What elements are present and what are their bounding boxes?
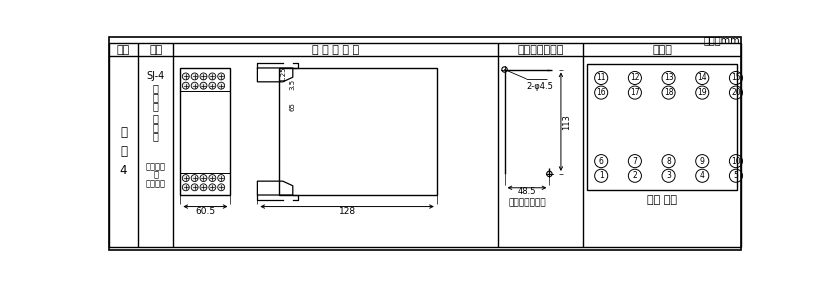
Text: 113: 113	[562, 114, 570, 130]
Text: 9: 9	[699, 157, 704, 166]
Text: 1: 1	[598, 171, 603, 180]
Bar	[181, 68, 230, 195]
Text: 5: 5	[733, 171, 738, 180]
Text: 凸: 凸	[152, 83, 158, 93]
Circle shape	[218, 184, 224, 191]
Circle shape	[209, 184, 215, 191]
Text: 或: 或	[153, 170, 158, 179]
Text: 螺钉安装开孔图: 螺钉安装开孔图	[508, 199, 545, 208]
Text: 128: 128	[338, 207, 355, 216]
Bar	[586, 64, 736, 190]
Text: 12: 12	[629, 74, 639, 82]
Circle shape	[200, 184, 207, 191]
Text: 10: 10	[730, 157, 740, 166]
Circle shape	[218, 82, 224, 89]
Text: 13: 13	[663, 74, 672, 82]
Text: 外 形 尺 寸 图: 外 形 尺 寸 图	[312, 45, 359, 55]
Text: 端子图: 端子图	[652, 45, 672, 55]
Text: 15: 15	[730, 74, 740, 82]
Text: 19: 19	[696, 88, 706, 97]
Text: （正 视）: （正 视）	[646, 195, 676, 205]
Text: 16: 16	[595, 88, 605, 97]
Text: 接: 接	[152, 122, 158, 132]
Text: 出: 出	[152, 92, 158, 102]
Circle shape	[182, 175, 189, 181]
Text: 螺钉安装: 螺钉安装	[146, 179, 166, 188]
Text: 4: 4	[699, 171, 704, 180]
Text: 20: 20	[730, 88, 740, 97]
Text: 安装开孔尺寸图: 安装开孔尺寸图	[517, 45, 563, 55]
Text: 60.5: 60.5	[195, 207, 215, 216]
Text: 卡轨安装: 卡轨安装	[146, 162, 166, 171]
Text: 18: 18	[663, 88, 672, 97]
Text: 65: 65	[289, 102, 296, 111]
Circle shape	[209, 82, 215, 89]
Circle shape	[200, 175, 207, 181]
Text: 14: 14	[696, 74, 706, 82]
Text: 单位：mm: 单位：mm	[703, 36, 739, 46]
Circle shape	[218, 175, 224, 181]
Circle shape	[200, 73, 207, 80]
Circle shape	[191, 184, 198, 191]
Bar	[278, 68, 436, 195]
Circle shape	[218, 73, 224, 80]
Circle shape	[200, 82, 207, 89]
Circle shape	[182, 73, 189, 80]
Text: 17: 17	[629, 88, 639, 97]
Text: SJ-4: SJ-4	[147, 71, 165, 81]
Text: 8: 8	[666, 157, 670, 166]
Circle shape	[209, 73, 215, 80]
Text: 式: 式	[152, 101, 158, 111]
Text: 6: 6	[598, 157, 603, 166]
Circle shape	[209, 175, 215, 181]
Text: 图号: 图号	[117, 45, 130, 55]
Circle shape	[191, 82, 198, 89]
Text: 附
图
4: 附 图 4	[119, 126, 127, 177]
Text: 48.5: 48.5	[518, 187, 536, 196]
Text: 7: 7	[632, 157, 637, 166]
Text: 3.5: 3.5	[289, 79, 296, 91]
Text: 前: 前	[152, 113, 158, 123]
Circle shape	[191, 73, 198, 80]
Text: 线: 线	[152, 131, 158, 141]
Circle shape	[182, 82, 189, 89]
Text: 2: 2	[632, 171, 637, 180]
Text: 11: 11	[595, 74, 605, 82]
Text: 2-φ4.5: 2-φ4.5	[526, 82, 552, 91]
Text: 3: 3	[666, 171, 670, 180]
Circle shape	[182, 184, 189, 191]
Text: 结构: 结构	[149, 45, 162, 55]
Text: 1.25: 1.25	[280, 66, 286, 82]
Circle shape	[191, 175, 198, 181]
